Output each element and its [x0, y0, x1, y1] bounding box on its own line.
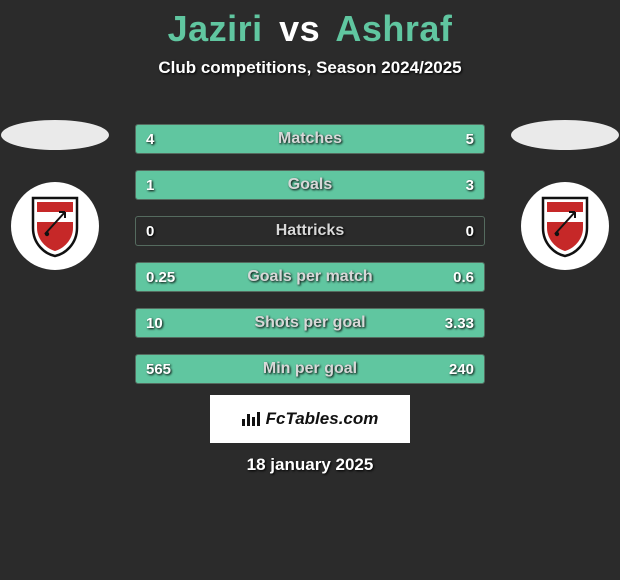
player1-avatar-placeholder	[1, 120, 109, 150]
stat-segment-right	[289, 125, 484, 153]
player1-club-badge	[11, 182, 99, 270]
stat-label: Hattricks	[136, 217, 484, 245]
bars-icon	[242, 412, 260, 426]
stat-row: Goals per match0.250.6	[135, 262, 485, 292]
date-line: 18 january 2025	[0, 455, 620, 475]
stat-segment-left	[136, 309, 399, 337]
stat-segment-left	[136, 125, 291, 153]
stat-segment-left	[136, 355, 382, 383]
stat-segment-left	[136, 263, 239, 291]
player2-name: Ashraf	[335, 8, 452, 49]
stat-row: Matches45	[135, 124, 485, 154]
vs-label: vs	[279, 8, 320, 49]
stat-row: Shots per goal103.33	[135, 308, 485, 338]
stats-bars: Matches45 Goals13 Hattricks0 0 Goals per mat…	[135, 124, 485, 400]
brand-text: FcTables.com	[266, 409, 379, 429]
player2-avatar-placeholder	[511, 120, 619, 150]
stat-segment-right	[397, 309, 485, 337]
shield-icon	[539, 194, 591, 258]
player2-club-badge	[521, 182, 609, 270]
stat-segment-right	[380, 355, 484, 383]
player1-side	[0, 120, 110, 270]
subtitle: Club competitions, Season 2024/2025	[0, 58, 620, 78]
stat-row: Min per goal565240	[135, 354, 485, 384]
player1-name: Jaziri	[168, 8, 263, 49]
stat-segment-right	[222, 171, 485, 199]
brand-box: FcTables.com	[210, 395, 410, 443]
title: Jaziri vs Ashraf	[0, 0, 620, 50]
player2-side	[510, 120, 620, 270]
stat-row: Goals13	[135, 170, 485, 200]
stat-row: Hattricks0 0	[135, 216, 485, 246]
stat-segment-left	[136, 171, 224, 199]
comparison-card: Jaziri vs Ashraf Club competitions, Seas…	[0, 0, 620, 580]
stat-value-right: 0	[466, 217, 474, 245]
shield-icon	[29, 194, 81, 258]
stat-segment-right	[237, 263, 484, 291]
stat-value-left: 0	[146, 217, 154, 245]
